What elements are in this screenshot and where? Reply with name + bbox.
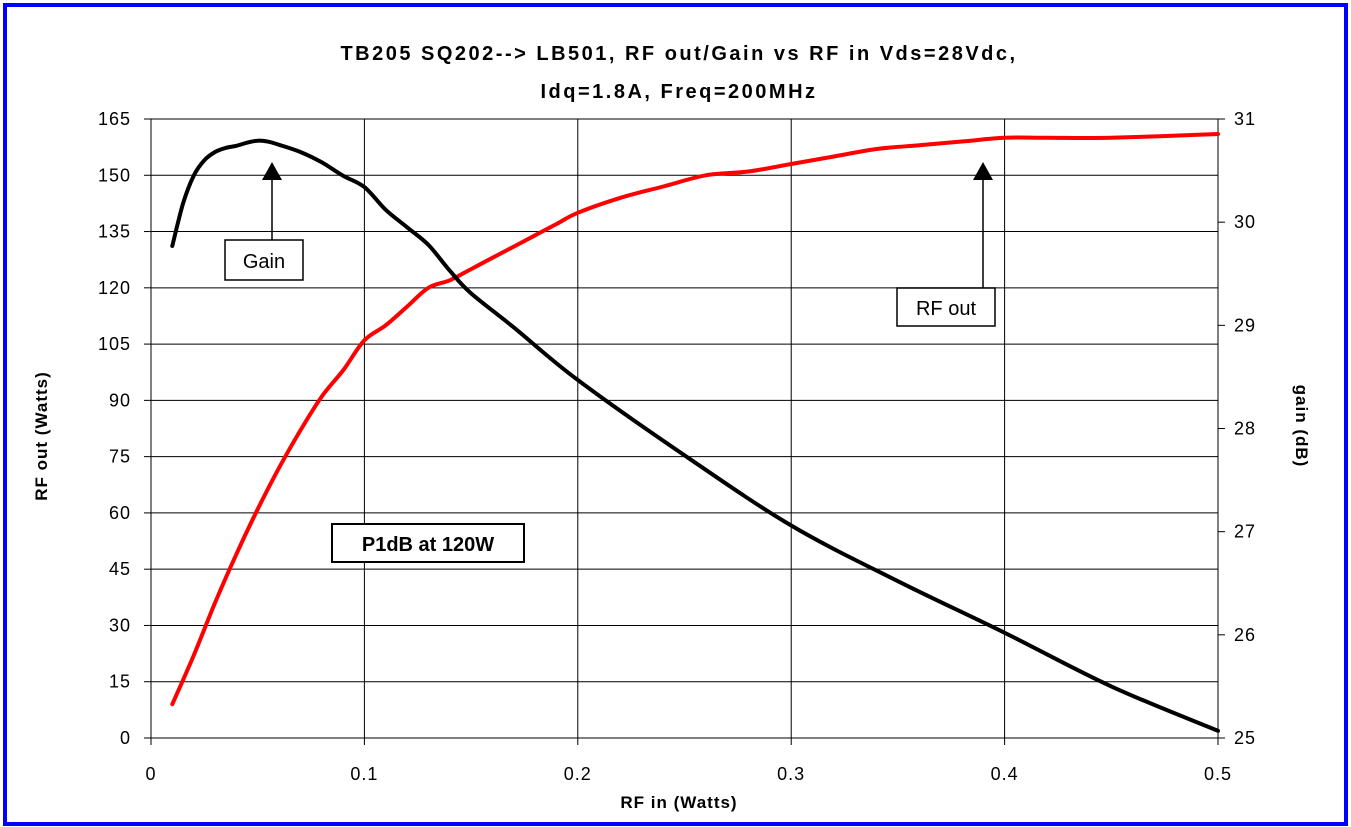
p1db-label: P1dB at 120W <box>362 534 494 556</box>
rf-out-label: RF out <box>916 298 976 320</box>
y-axis-label-right: gain (dB) <box>1292 385 1311 468</box>
gain-label-box <box>224 239 304 281</box>
y2-tick-label: 31 <box>1234 109 1256 129</box>
x-tick-label: 0.5 <box>1204 764 1232 784</box>
p1db-label-box <box>331 523 525 563</box>
series-lines <box>170 132 1220 733</box>
chart-frame <box>3 3 1348 826</box>
grid-lines <box>150 118 1219 739</box>
gain-arrow-head <box>262 162 282 180</box>
y-tick-label: 90 <box>109 390 131 410</box>
y2-tick-label: 28 <box>1234 419 1256 439</box>
y-tick-label: 150 <box>98 165 131 185</box>
x-tick-label: 0.3 <box>777 764 805 784</box>
y2-tick-label: 27 <box>1234 522 1256 542</box>
plot-border <box>150 118 1219 739</box>
y2-tick-label: 25 <box>1234 728 1256 748</box>
axis-ticks: 0 15 30 45 60 75 90 105 120 135 150 165 0 0.1 0.2 0.3 0.… <box>98 109 1256 784</box>
rf-out-series-line <box>170 132 1220 707</box>
y-tick-label: 0 <box>120 728 131 748</box>
y-tick-label: 120 <box>98 278 131 298</box>
y2-tick-label: 30 <box>1234 212 1256 232</box>
rf-out-arrow-head <box>973 162 993 180</box>
y-axis-label-left: RF out (Watts) <box>32 371 51 501</box>
x-tick-label: 0.4 <box>991 764 1019 784</box>
gain-series-line <box>170 138 1220 733</box>
rf-out-label-box <box>896 287 996 327</box>
y2-tick-label: 26 <box>1234 625 1256 645</box>
y-tick-label: 45 <box>109 559 131 579</box>
y-tick-label: 30 <box>109 615 131 635</box>
x-tick-label: 0 <box>145 764 156 784</box>
x-tick-label: 0.1 <box>350 764 378 784</box>
y-tick-label: 60 <box>109 503 131 523</box>
chart-title-line2: Idq=1.8A, Freq=200MHz <box>540 81 817 103</box>
x-axis-label: RF in (Watts) <box>620 793 737 812</box>
y-tick-label: 135 <box>98 222 131 242</box>
x-tick-label: 0.2 <box>564 764 592 784</box>
y-tick-label: 165 <box>98 109 131 129</box>
y-tick-label: 75 <box>109 447 131 467</box>
annotations: Gain RF out P1dB at 120W <box>224 162 996 563</box>
y2-tick-label: 29 <box>1234 315 1256 335</box>
y-tick-label: 15 <box>109 672 131 692</box>
gain-label: Gain <box>243 251 285 273</box>
y-tick-label: 105 <box>98 334 131 354</box>
chart-title-line1: TB205 SQ202--> LB501, RF out/Gain vs RF … <box>340 43 1017 65</box>
